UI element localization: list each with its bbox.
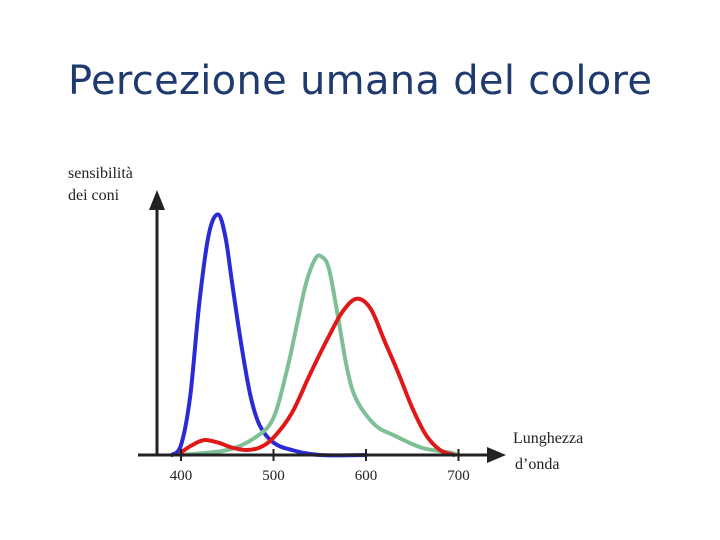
chart-axes	[138, 190, 506, 463]
y-axis-label-line-1: sensibilità	[68, 165, 133, 182]
y-axis-arrow	[149, 190, 165, 210]
x-axis-label-line-2: d’onda	[515, 456, 559, 473]
y-axis-label-line-2: dei coni	[68, 187, 120, 204]
x-tick-label-400: 400	[170, 468, 193, 484]
chart-curves	[169, 212, 461, 458]
x-axis-label-line-1: Lunghezza	[513, 430, 583, 447]
x-tick-labels: 400 500 600 700	[170, 468, 470, 484]
x-tick-label-500: 500	[262, 468, 285, 484]
series-1-line	[179, 253, 461, 457]
x-tick-label-600: 600	[355, 468, 378, 484]
series-0-line	[169, 212, 368, 458]
x-axis-arrow	[487, 447, 506, 463]
series-2-line	[179, 296, 456, 457]
slide-title: Percezione umana del colore	[68, 58, 653, 104]
x-tick-label-700: 700	[447, 468, 470, 484]
x-ticks	[180, 449, 460, 461]
